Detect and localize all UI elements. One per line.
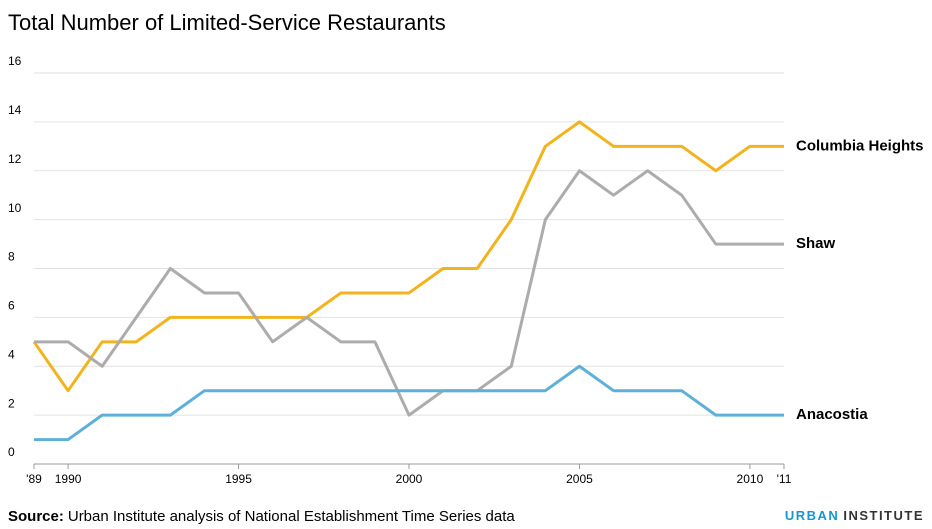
y-tick-label: 8: [8, 250, 15, 264]
brand-part: URBAN: [785, 508, 839, 523]
series-label: Anacostia: [796, 406, 868, 423]
series-line: [34, 169, 784, 417]
source-text: Urban Institute analysis of National Est…: [68, 508, 516, 525]
y-tick-label: 12: [8, 152, 22, 166]
y-tick-label: 10: [8, 201, 22, 215]
series-label: Columbia Heights: [796, 137, 924, 154]
x-tick-label: '89: [26, 472, 42, 486]
source-label: Source:: [8, 508, 64, 525]
chart-title: Total Number of Limited-Service Restaura…: [8, 10, 446, 35]
x-tick-label: 2010: [737, 472, 764, 486]
x-tick-label: 1995: [225, 472, 252, 486]
brand: URBAN INSTITUTE: [785, 508, 924, 523]
y-tick-label: 0: [8, 445, 15, 459]
x-tick-label: 2005: [566, 472, 593, 486]
series-line: [34, 364, 784, 442]
y-tick-label: 2: [8, 396, 15, 410]
y-tick-label: 16: [8, 54, 22, 68]
series-label: Shaw: [796, 235, 836, 252]
y-tick-label: 14: [8, 103, 22, 117]
x-tick-label: '11: [777, 472, 792, 486]
brand-part: INSTITUTE: [843, 508, 924, 523]
y-tick-label: 4: [8, 347, 15, 361]
y-tick-label: 6: [8, 299, 15, 313]
x-tick-label: 1990: [55, 472, 82, 486]
x-tick-label: 2000: [396, 472, 423, 486]
source: Source: Urban Institute analysis of Natio…: [8, 508, 515, 525]
series-line: [32, 120, 784, 393]
